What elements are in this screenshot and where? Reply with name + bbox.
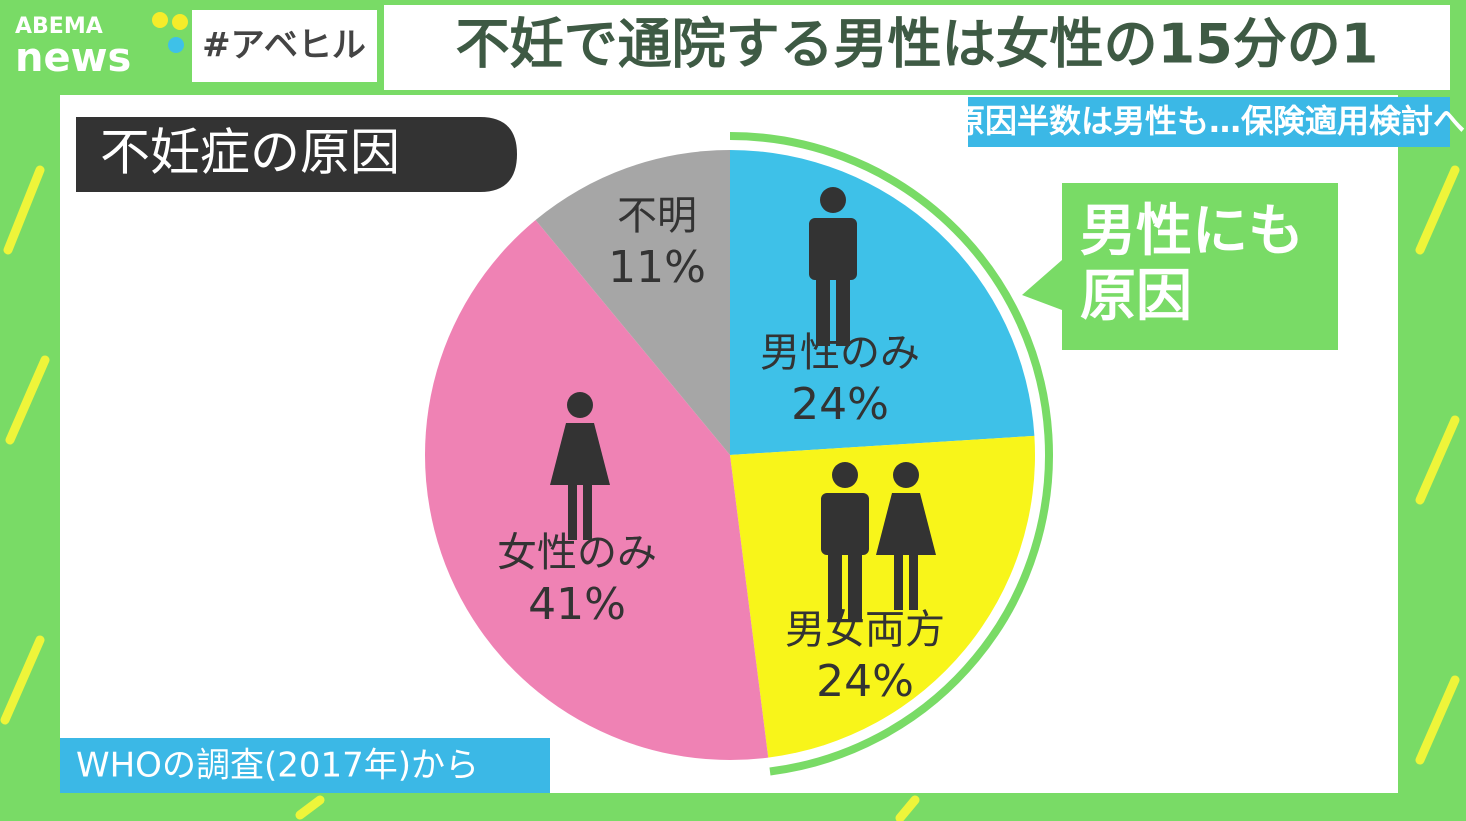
callout-line: 男性にも — [1080, 199, 1304, 264]
pie-slice — [730, 435, 1035, 758]
pie-slice — [730, 150, 1035, 455]
headline: 不妊で通院する男性は女性の15分の1 — [456, 13, 1379, 76]
person-icon — [909, 555, 918, 610]
person-icon — [821, 493, 869, 555]
person-icon — [816, 278, 830, 346]
person-icon — [820, 187, 846, 213]
subheadline: 原因半数は男性も…保険適用検討へ — [953, 102, 1465, 140]
person-icon — [836, 278, 850, 346]
hashtag: #アベヒル — [202, 26, 366, 66]
headline-box — [384, 5, 1450, 90]
subheadline-box — [968, 97, 1450, 147]
callout-line: 原因 — [1080, 264, 1192, 329]
person-icon — [567, 392, 593, 418]
logo-dot — [172, 14, 188, 30]
person-icon — [568, 485, 577, 540]
source: WHOの調査(2017年)から — [76, 746, 479, 786]
logo-top: ABEMA — [15, 14, 103, 39]
logo-bottom: news — [15, 35, 131, 81]
person-icon — [876, 493, 936, 555]
source-box — [60, 738, 550, 793]
slice-value: 41% — [528, 579, 626, 630]
person-icon — [832, 462, 858, 488]
chart-title-box — [76, 117, 517, 192]
person-icon — [809, 218, 857, 280]
stripes — [0, 165, 1460, 821]
highlight-arc — [729, 132, 1053, 776]
slice-value: 24% — [816, 656, 914, 707]
callout-box — [1022, 183, 1338, 350]
chart-title: 不妊症の原因 — [100, 124, 400, 182]
person-icon — [828, 553, 842, 621]
logo-dot — [168, 37, 184, 53]
slice-value: 24% — [791, 379, 889, 430]
person-icon — [583, 485, 592, 540]
slice-label: 不明 — [617, 193, 697, 239]
pie-slice — [535, 150, 730, 455]
pie-slice — [425, 219, 769, 760]
hashtag-box — [192, 10, 377, 82]
person-icon — [550, 423, 610, 485]
person-icon — [894, 555, 903, 610]
logo-dot — [152, 12, 168, 28]
person-icon — [893, 462, 919, 488]
person-icon — [848, 553, 862, 621]
slice-label: 男女両方 — [785, 607, 945, 653]
slice-value: 11% — [608, 242, 706, 293]
